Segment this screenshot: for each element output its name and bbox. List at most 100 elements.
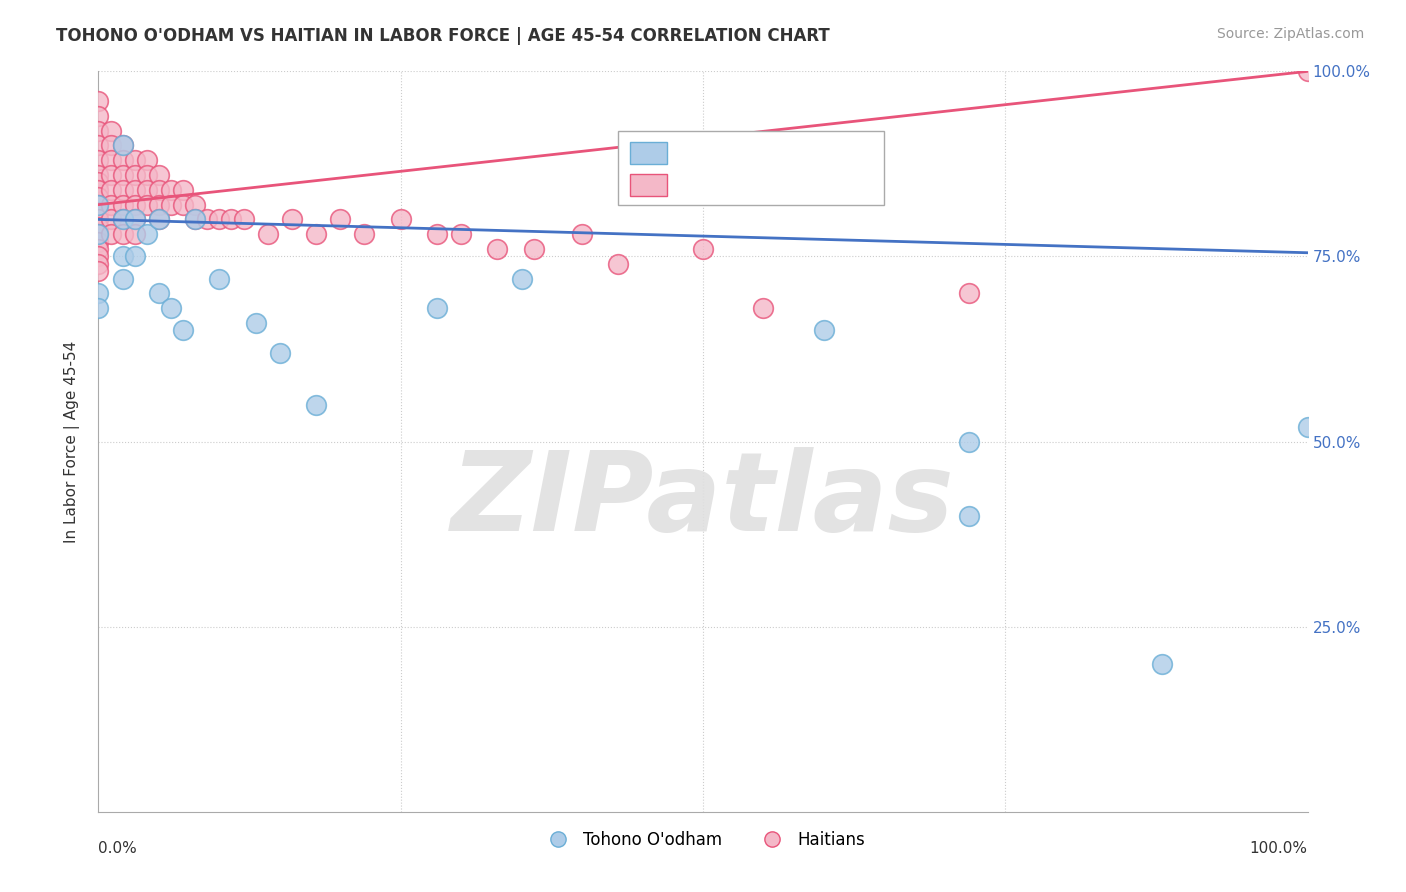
Point [111, 138, 134, 153]
Point [111, 212, 134, 227]
Point [135, 168, 157, 182]
Text: ZIPatlas: ZIPatlas [451, 447, 955, 554]
Point [87, 205, 110, 219]
Point [232, 212, 254, 227]
Point [148, 212, 170, 227]
Point [87, 227, 110, 242]
Point [184, 212, 207, 227]
Point [426, 227, 449, 242]
Point [87, 94, 110, 108]
Point [124, 212, 146, 227]
Point [172, 197, 194, 211]
Point [87, 190, 110, 204]
Point [87, 168, 110, 182]
Point [148, 286, 170, 301]
Point [305, 398, 328, 412]
Point [1296, 64, 1319, 78]
Point [124, 197, 146, 211]
Point [100, 227, 122, 242]
Point [486, 242, 509, 256]
Point [124, 183, 146, 197]
Point [571, 227, 593, 242]
Point [87, 197, 110, 211]
Point [135, 183, 157, 197]
Point [221, 212, 243, 227]
Point [426, 301, 449, 316]
Point [523, 242, 546, 256]
Point [148, 197, 170, 211]
Point [329, 212, 352, 227]
Point [957, 508, 980, 523]
Point [87, 219, 110, 234]
Point [87, 175, 110, 190]
Point [87, 242, 110, 256]
Point [111, 227, 134, 242]
Point [305, 227, 328, 242]
Point [195, 212, 218, 227]
Text: 0.0%: 0.0% [98, 841, 138, 856]
Point [111, 153, 134, 168]
Text: TOHONO O'ODHAM VS HAITIAN IN LABOR FORCE | AGE 45-54 CORRELATION CHART: TOHONO O'ODHAM VS HAITIAN IN LABOR FORCE… [56, 27, 830, 45]
Point [124, 153, 146, 168]
FancyBboxPatch shape [630, 174, 666, 195]
Point [692, 242, 714, 256]
Point [111, 250, 134, 264]
Point [100, 168, 122, 182]
Point [100, 138, 122, 153]
Point [124, 212, 146, 227]
Point [184, 197, 207, 211]
Text: R =   0.511   N = 74: R = 0.511 N = 74 [676, 178, 869, 192]
Point [87, 257, 110, 271]
Point [148, 168, 170, 182]
Point [281, 212, 304, 227]
Point [87, 138, 110, 153]
Point [100, 212, 122, 227]
Point [87, 264, 110, 278]
Point [87, 235, 110, 249]
Point [172, 183, 194, 197]
Point [353, 227, 375, 242]
Point [87, 109, 110, 123]
Y-axis label: In Labor Force | Age 45-54: In Labor Force | Age 45-54 [63, 341, 80, 542]
Point [752, 301, 775, 316]
Text: R = -0.092   N = 29: R = -0.092 N = 29 [676, 145, 859, 161]
Point [100, 123, 122, 137]
Point [87, 227, 110, 242]
Point [100, 183, 122, 197]
FancyBboxPatch shape [630, 142, 666, 164]
Point [607, 257, 630, 271]
Point [87, 250, 110, 264]
Point [957, 286, 980, 301]
Point [111, 212, 134, 227]
Point [111, 197, 134, 211]
Point [87, 212, 110, 227]
Point [160, 183, 183, 197]
Point [124, 250, 146, 264]
Point [1152, 657, 1174, 671]
Point [957, 434, 980, 449]
Point [100, 153, 122, 168]
Point [135, 227, 157, 242]
Point [208, 212, 231, 227]
Point [389, 212, 412, 227]
Point [184, 212, 207, 227]
Point [111, 138, 134, 153]
Point [172, 324, 194, 338]
Legend: Tohono O'odham, Haitians: Tohono O'odham, Haitians [534, 824, 872, 855]
Point [1296, 419, 1319, 434]
Point [510, 271, 533, 285]
Point [87, 153, 110, 168]
Point [245, 316, 267, 330]
Text: 100.0%: 100.0% [1250, 841, 1308, 856]
FancyBboxPatch shape [619, 130, 884, 204]
Point [813, 324, 835, 338]
Point [87, 197, 110, 211]
Point [111, 183, 134, 197]
Point [135, 153, 157, 168]
Point [160, 301, 183, 316]
Point [100, 197, 122, 211]
Point [148, 212, 170, 227]
Text: Source: ZipAtlas.com: Source: ZipAtlas.com [1216, 27, 1364, 41]
Point [124, 168, 146, 182]
Point [111, 168, 134, 182]
